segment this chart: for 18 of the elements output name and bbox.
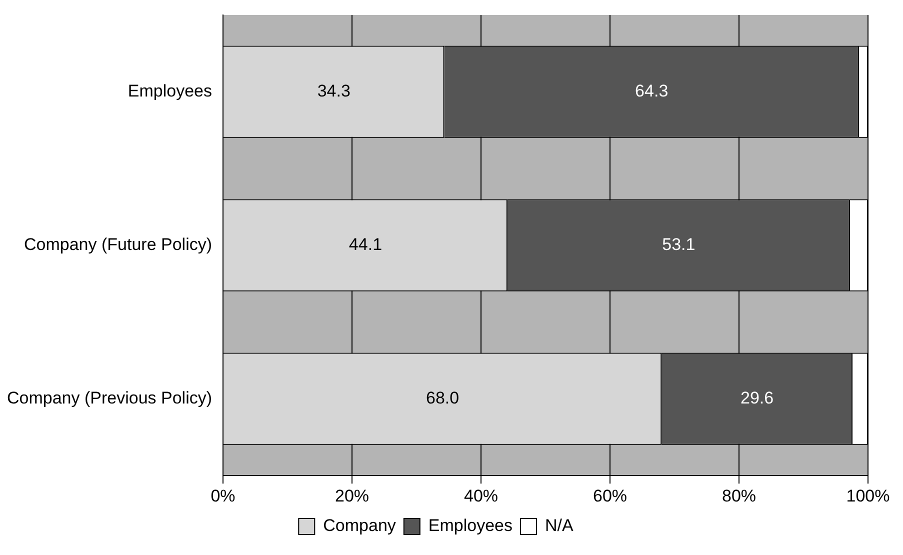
data-label: 34.3 (317, 81, 350, 100)
x-tick-label: 100% (846, 486, 890, 506)
y-tick-label: Company (Previous Policy) (6, 388, 212, 408)
data-label: 53.1 (662, 234, 696, 254)
x-tick-label: 80% (722, 486, 756, 506)
x-tick-label: 40% (464, 486, 498, 506)
data-label: 44.1 (348, 234, 382, 254)
legend-label: N/A (545, 516, 574, 536)
x-tick-label: 0% (210, 486, 236, 506)
legend-label: Employees (428, 516, 513, 536)
data-label: 64.3 (635, 81, 668, 100)
x-tick-label: 60% (592, 486, 628, 506)
data-label: 29.6 (740, 388, 774, 408)
y-tick-label: Employees (128, 81, 212, 100)
data-label: 68.0 (426, 388, 460, 408)
y-tick-label: Company (Future Policy) (24, 234, 212, 254)
legend-label: Company (323, 516, 396, 536)
x-tick-label: 20% (334, 486, 370, 506)
